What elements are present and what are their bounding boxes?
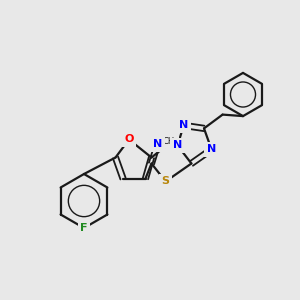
Text: S: S xyxy=(162,176,170,187)
Text: N: N xyxy=(207,144,216,154)
Text: N: N xyxy=(179,120,188,130)
Text: CH₃: CH₃ xyxy=(162,137,178,146)
Text: O: O xyxy=(124,134,134,145)
Text: N: N xyxy=(173,140,182,151)
Text: F: F xyxy=(80,223,88,233)
Text: N: N xyxy=(153,139,162,149)
